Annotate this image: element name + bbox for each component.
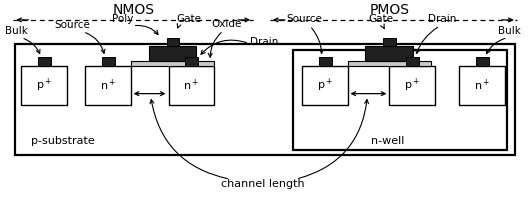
Bar xyxy=(166,38,180,46)
Bar xyxy=(459,66,505,105)
Text: Bulk: Bulk xyxy=(498,26,521,36)
Bar xyxy=(148,46,196,61)
Text: Oxide: Oxide xyxy=(211,19,241,29)
Bar xyxy=(390,66,435,105)
Bar xyxy=(383,38,396,46)
Text: Gate: Gate xyxy=(176,14,201,24)
Text: Drain: Drain xyxy=(250,37,278,47)
Bar xyxy=(186,57,198,66)
Text: Bulk: Bulk xyxy=(5,26,28,36)
Bar xyxy=(21,66,67,105)
Bar xyxy=(348,61,431,66)
Text: p$^+$: p$^+$ xyxy=(316,77,333,94)
Text: n-well: n-well xyxy=(370,136,404,146)
Bar xyxy=(476,57,489,66)
Bar xyxy=(407,57,419,66)
Bar xyxy=(38,57,51,66)
Bar xyxy=(366,46,413,61)
Text: n$^+$: n$^+$ xyxy=(100,78,116,94)
Text: p-substrate: p-substrate xyxy=(31,136,95,146)
Bar xyxy=(169,66,214,105)
Bar xyxy=(102,57,115,66)
Text: Drain: Drain xyxy=(428,14,456,24)
Bar xyxy=(131,61,214,66)
Text: Source: Source xyxy=(54,20,90,30)
Text: Source: Source xyxy=(287,14,323,24)
Bar xyxy=(15,45,515,155)
Text: p$^+$: p$^+$ xyxy=(36,77,52,94)
Bar xyxy=(85,66,131,105)
Text: n$^+$: n$^+$ xyxy=(183,78,199,94)
Text: n$^+$: n$^+$ xyxy=(474,78,490,94)
Text: PMOS: PMOS xyxy=(369,3,409,17)
Text: Gate: Gate xyxy=(368,14,393,24)
Text: NMOS: NMOS xyxy=(113,3,155,17)
Bar xyxy=(293,50,507,150)
Bar xyxy=(302,66,348,105)
Bar xyxy=(319,57,332,66)
Text: Poly: Poly xyxy=(112,14,134,24)
Text: channel length: channel length xyxy=(221,179,305,189)
Text: p$^+$: p$^+$ xyxy=(404,77,420,94)
